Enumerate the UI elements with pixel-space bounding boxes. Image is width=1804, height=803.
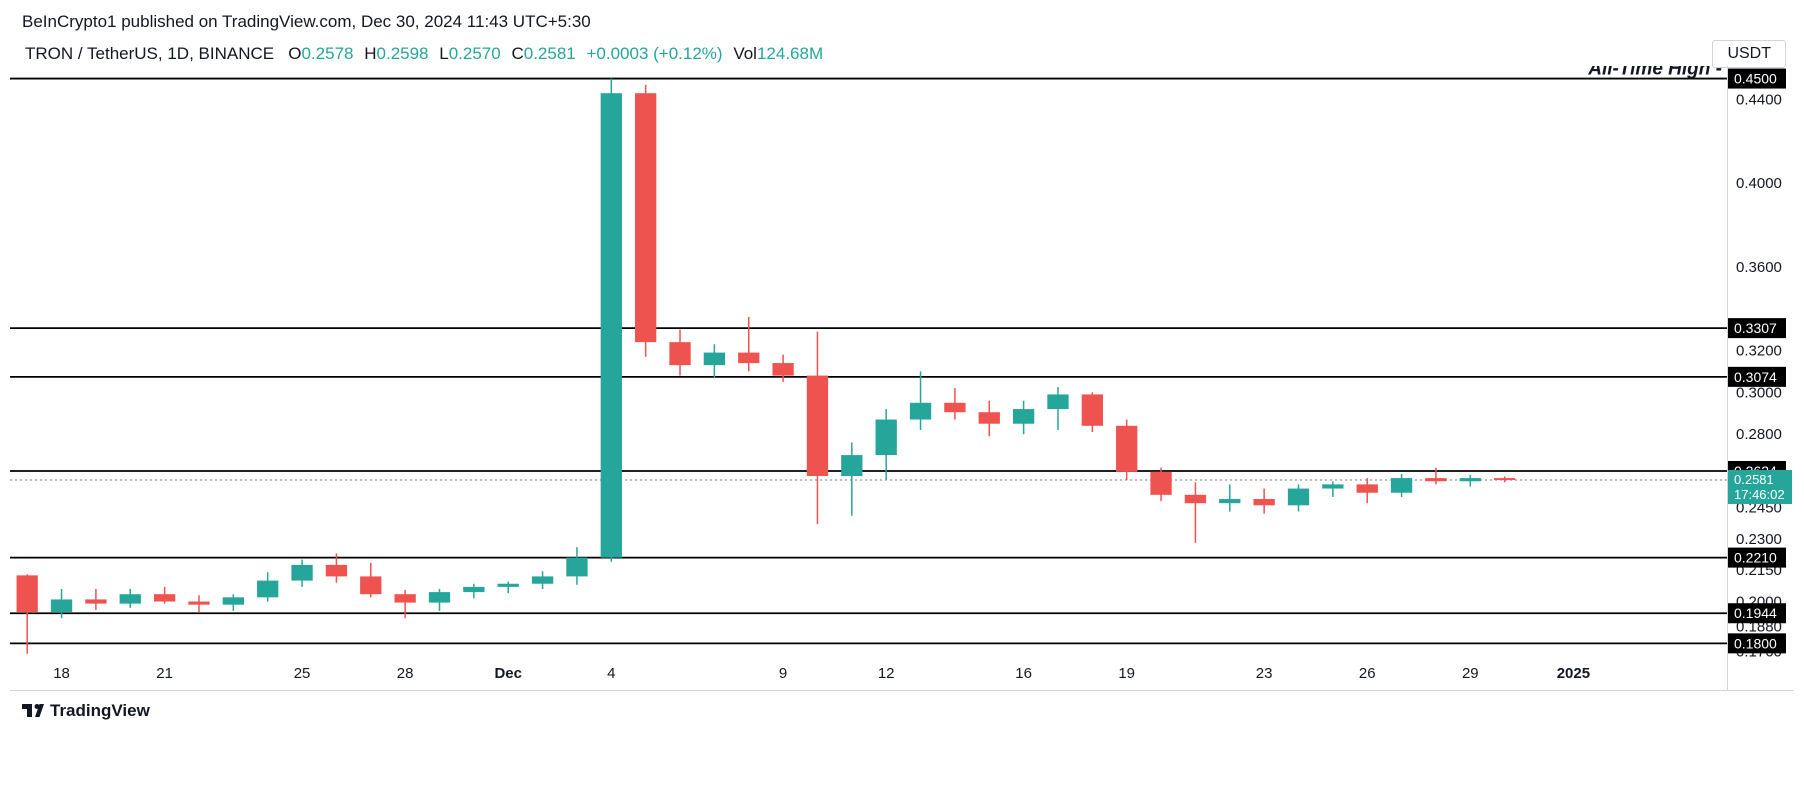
chart-legend: TRON / TetherUS, 1D, BINANCE O0.2578 H0.… (25, 44, 829, 64)
chart-area[interactable]: All-Time High - (10, 66, 1728, 658)
change-value: +0.0003 (+0.12%) (586, 44, 722, 63)
svg-text:4: 4 (607, 665, 615, 682)
credit-text: TradingView (50, 701, 150, 721)
svg-text:Dec: Dec (494, 665, 522, 682)
svg-text:29: 29 (1462, 665, 1479, 682)
svg-text:0.3307: 0.3307 (1734, 320, 1777, 336)
svg-text:28: 28 (397, 665, 414, 682)
svg-text:0.3000: 0.3000 (1736, 384, 1782, 401)
c-label: C (511, 44, 523, 63)
tradingview-icon (22, 704, 44, 718)
svg-text:12: 12 (878, 665, 895, 682)
vol-label: Vol (733, 44, 757, 63)
svg-text:17:46:02: 17:46:02 (1734, 487, 1785, 502)
price-axis[interactable]: 0.44000.40000.36000.32000.30000.28000.24… (1728, 66, 1804, 658)
l-value: 0.2570 (449, 44, 501, 63)
svg-text:0.3600: 0.3600 (1736, 259, 1782, 276)
l-label: L (439, 44, 448, 63)
quote-currency-box[interactable]: USDT (1712, 40, 1786, 68)
symbol-label: TRON / TetherUS, 1D, BINANCE (25, 44, 274, 63)
o-label: O (288, 44, 301, 63)
publisher-text: BeInCrypto1 published on TradingView.com… (22, 12, 591, 32)
svg-text:0.2210: 0.2210 (1734, 550, 1777, 566)
svg-text:19: 19 (1118, 665, 1135, 682)
svg-text:0.1944: 0.1944 (1734, 605, 1777, 621)
svg-text:0.4400: 0.4400 (1736, 91, 1782, 108)
svg-text:2025: 2025 (1557, 665, 1590, 682)
h-label: H (364, 44, 376, 63)
svg-text:0.2581: 0.2581 (1734, 472, 1774, 487)
svg-text:0.1800: 0.1800 (1734, 635, 1777, 651)
tradingview-credit: TradingView (22, 701, 150, 721)
svg-text:21: 21 (156, 665, 173, 682)
time-axis[interactable]: 18 21 25 28 Dec 4 9 12 16 19 23 26 29 2025 (10, 658, 1728, 688)
svg-text:25: 25 (294, 665, 311, 682)
o-value: 0.2578 (302, 44, 354, 63)
svg-text:0.3074: 0.3074 (1734, 369, 1777, 385)
svg-text:All-Time High -: All-Time High - (1587, 66, 1722, 80)
vol-value: 124.68M (757, 44, 823, 63)
svg-text:0.3200: 0.3200 (1736, 342, 1782, 359)
svg-text:26: 26 (1359, 665, 1376, 682)
c-value: 0.2581 (524, 44, 576, 63)
svg-text:18: 18 (53, 665, 70, 682)
svg-text:9: 9 (779, 665, 787, 682)
svg-text:0.2800: 0.2800 (1736, 426, 1782, 443)
svg-text:0.2300: 0.2300 (1736, 531, 1782, 548)
svg-text:23: 23 (1256, 665, 1273, 682)
svg-text:0.4500: 0.4500 (1734, 71, 1777, 87)
svg-text:16: 16 (1015, 665, 1032, 682)
svg-text:0.4000: 0.4000 (1736, 175, 1782, 192)
h-value: 0.2598 (377, 44, 429, 63)
